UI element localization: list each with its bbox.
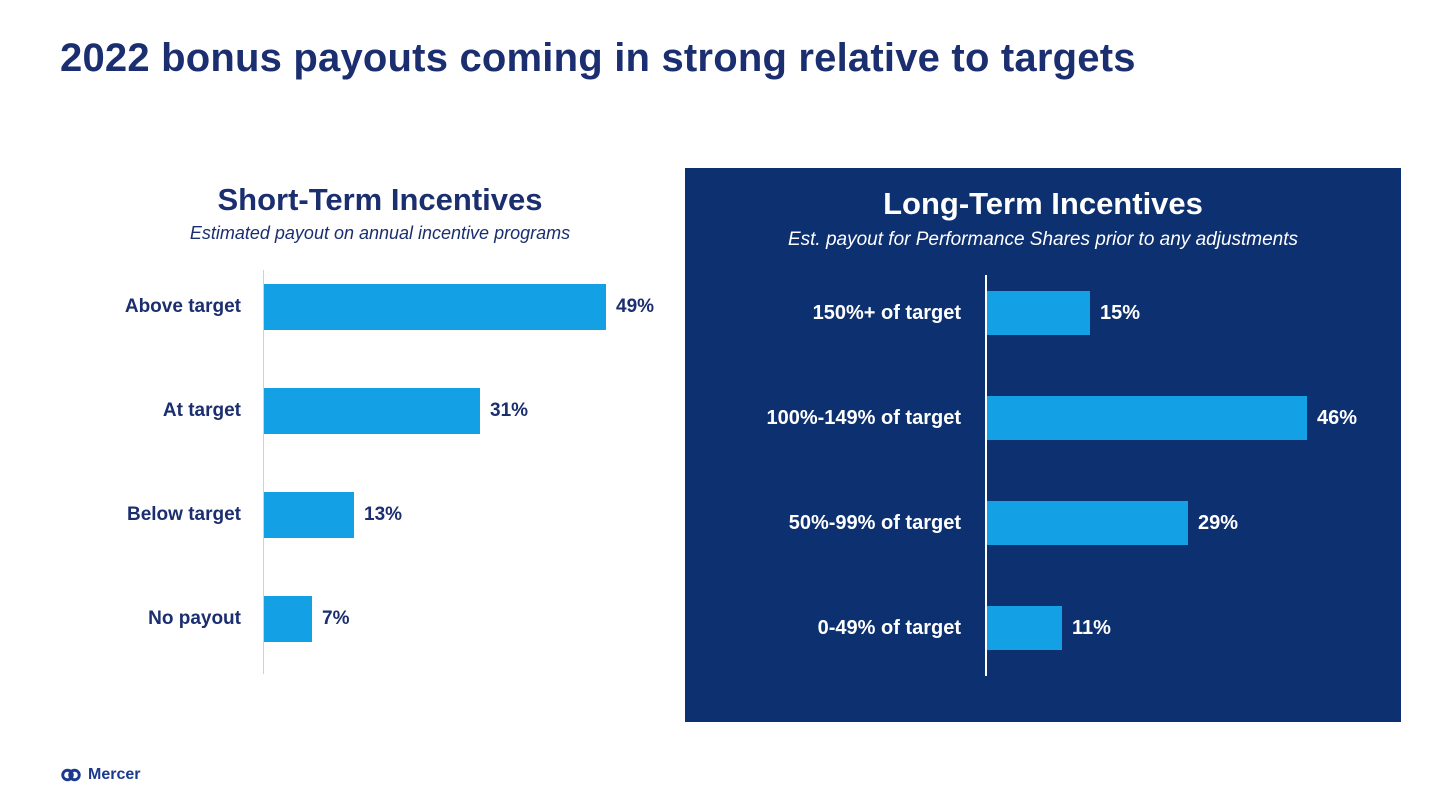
value-label: 11%	[1072, 616, 1111, 639]
value-label: 13%	[364, 504, 403, 525]
chart-plot-area: Above target 49% At target 31% Below target 1…	[85, 270, 675, 674]
value-label: 7%	[322, 608, 350, 629]
chart-plot-area: 150%+ of target 15% 100%-149% of target 46%…	[685, 275, 1401, 676]
category-label: No payout	[148, 608, 241, 629]
bar	[263, 492, 354, 538]
bar-area: 7%	[263, 596, 675, 642]
value-label: 49%	[616, 296, 655, 317]
category-label: 100%-149% of target	[766, 406, 961, 429]
bar-area: 13%	[263, 492, 675, 538]
category-label: 150%+ of target	[812, 301, 961, 324]
bar-area: 11%	[985, 606, 1401, 650]
bar-row: 0-49% of target 11%	[685, 606, 1401, 650]
bar	[263, 596, 312, 642]
short-term-incentives-chart: Short-Term Incentives Estimated payout o…	[85, 182, 675, 674]
bar	[263, 284, 606, 330]
long-term-incentives-chart: Long-Term Incentives Est. payout for Per…	[685, 168, 1401, 722]
bar-row: 100%-149% of target 46%	[685, 396, 1401, 440]
y-axis-line	[263, 270, 264, 674]
chart-title: Short-Term Incentives	[217, 182, 543, 217]
bar	[263, 388, 480, 434]
bar-row: At target 31%	[85, 388, 675, 434]
bar	[985, 501, 1188, 545]
value-label: 46%	[1317, 406, 1358, 429]
value-label: 15%	[1100, 301, 1141, 324]
page-title: 2022 bonus payouts coming in strong rela…	[60, 36, 1136, 80]
chart-title: Long-Term Incentives	[883, 186, 1203, 221]
bar-area: 31%	[263, 388, 675, 434]
chart-subtitle: Estimated payout on annual incentive pro…	[189, 223, 571, 243]
bar-row: Above target 49%	[85, 284, 675, 330]
mercer-logo-text: Mercer	[88, 766, 141, 783]
bar-area: 15%	[985, 291, 1401, 335]
bar-area: 49%	[263, 284, 675, 330]
bar	[985, 606, 1062, 650]
bar-row: Below target 13%	[85, 492, 675, 538]
bar-area: 46%	[985, 396, 1401, 440]
category-label: Above target	[124, 296, 241, 317]
mercer-logo: Mercer	[60, 764, 140, 786]
bar-area: 29%	[985, 501, 1401, 545]
category-label: Below target	[126, 504, 241, 525]
value-label: 31%	[490, 400, 529, 421]
category-label: 50%-99% of target	[788, 511, 961, 534]
bar-row: 150%+ of target 15%	[685, 291, 1401, 335]
category-label: At target	[162, 400, 241, 421]
value-label: 29%	[1198, 511, 1239, 534]
bar-row: No payout 7%	[85, 596, 675, 642]
mercer-logo-icon	[61, 768, 81, 782]
chart-subtitle: Est. payout for Performance Shares prior…	[787, 229, 1299, 250]
category-label: 0-49% of target	[817, 616, 961, 639]
y-axis-line	[985, 275, 987, 676]
bar-row: 50%-99% of target 29%	[685, 501, 1401, 545]
bar	[985, 291, 1090, 335]
bar	[985, 396, 1307, 440]
